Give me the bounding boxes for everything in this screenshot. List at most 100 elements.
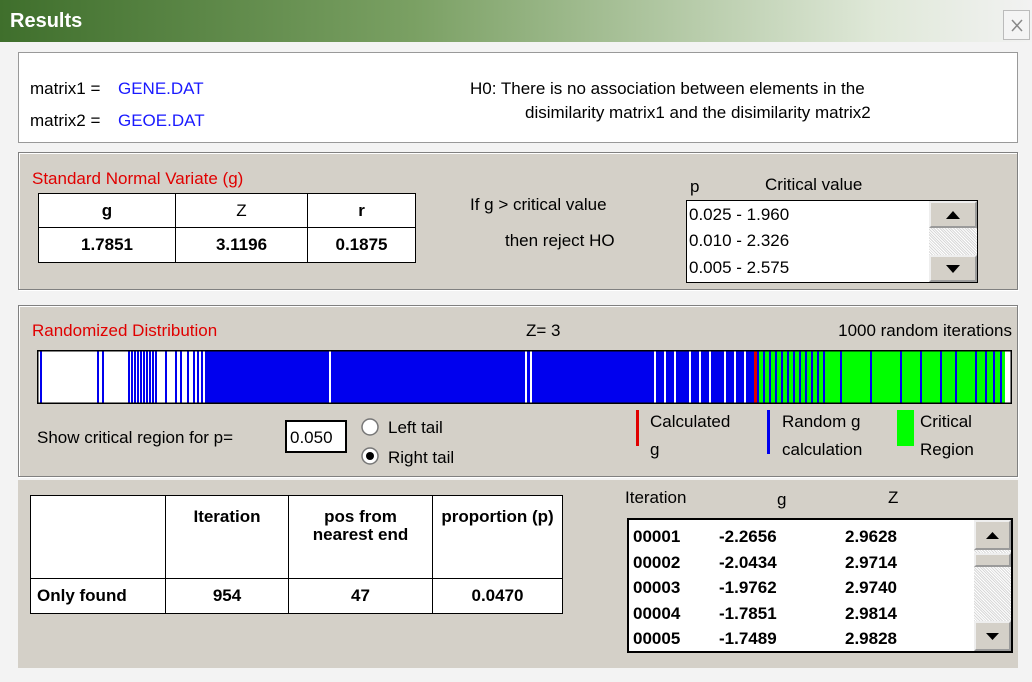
scroll-thumb[interactable]: [974, 553, 1011, 567]
scroll-down[interactable]: [974, 621, 1011, 651]
strip-part: [823, 350, 825, 404]
strip-part: [97, 350, 99, 404]
table-value: 47: [288, 578, 433, 614]
list-cell[interactable]: 00003: [633, 578, 681, 597]
radio-left-tail[interactable]: Left tail: [388, 418, 443, 437]
iterations-label: 1000 random iterations: [838, 321, 1012, 340]
list-cell[interactable]: 00001: [633, 527, 681, 546]
strip-part: [781, 350, 783, 404]
strip-part: [955, 350, 957, 404]
strip-part: [817, 350, 819, 404]
strip-part: [769, 350, 771, 404]
strip-part: [840, 350, 842, 404]
strip-part: [165, 350, 167, 404]
strip-part: [805, 350, 807, 404]
group-label: Randomized Distribution: [32, 321, 218, 340]
list-header: p: [690, 177, 700, 196]
strip-part: [40, 350, 42, 404]
list-cell[interactable]: 2.9714: [845, 552, 897, 572]
legend-blue: [767, 410, 770, 454]
strip-part: [920, 350, 922, 404]
strip-part: [140, 350, 142, 404]
strip-part: [763, 350, 765, 404]
strip-part: [197, 350, 199, 404]
strip-part: [699, 350, 701, 404]
strip-part: [134, 350, 136, 404]
strip-part: [155, 350, 157, 404]
list-cell[interactable]: 00004: [633, 603, 681, 623]
list-cell[interactable]: 2.9814: [845, 603, 897, 623]
scroll-up[interactable]: [974, 520, 1011, 550]
strip-part: [175, 350, 177, 404]
legend-text: calculation: [782, 440, 863, 459]
strip-part: [754, 350, 757, 404]
strip-part: [755, 350, 1005, 404]
p-input[interactable]: 0.050: [285, 420, 347, 453]
list-header: Critical value: [765, 175, 863, 194]
strip-part: [329, 350, 331, 404]
strip-part: [674, 350, 676, 404]
strip-part: [187, 350, 189, 404]
strip-part: [664, 350, 666, 404]
legend-text: Critical: [920, 412, 972, 431]
list-cell[interactable]: -1.7851: [719, 603, 777, 623]
hypothesis-line: H0: There is no association between elem…: [470, 79, 865, 98]
strip-part: [525, 350, 527, 404]
strip-part: [37, 350, 1012, 404]
z-label: Z= 3: [526, 321, 561, 340]
scroll-up[interactable]: [929, 201, 977, 228]
list-cell[interactable]: 00005: [633, 629, 681, 648]
strip-part: [146, 350, 148, 404]
list-cell[interactable]: -1.9762: [719, 578, 777, 597]
table-header: r: [307, 193, 416, 228]
strip-part: [787, 350, 789, 404]
table-value: 954: [165, 578, 289, 614]
matrix1-label: matrix1 =: [30, 79, 101, 98]
strip-part: [757, 350, 759, 404]
list-cell[interactable]: 2.9740: [845, 578, 897, 597]
info-panel: [18, 52, 1018, 143]
list-item[interactable]: 0.025 - 1.960: [689, 205, 790, 224]
table-header: Iteration: [165, 495, 289, 579]
table-header: g: [38, 193, 176, 228]
iteration-list[interactable]: 00001 -2.2656 2.9628 00002 -2.0434 2.9714 0000…: [627, 518, 1013, 653]
strip-part: [985, 350, 987, 404]
strip-part: [793, 350, 795, 404]
list-cell[interactable]: 00002: [633, 552, 681, 572]
table-value: 3.1196: [175, 227, 308, 263]
strip-part: [799, 350, 801, 404]
radio-right-tail[interactable]: Right tail: [388, 448, 455, 467]
group-label: Standard Normal Variate (g): [32, 169, 244, 188]
matrix2-file: GEOE.DAT: [118, 111, 205, 130]
list-cell[interactable]: 2.9828: [845, 629, 897, 648]
strip-part: [193, 350, 195, 404]
list-item[interactable]: 0.005 - 2.575: [689, 258, 790, 277]
hypothesis-line: disimilarity matrix1 and the disimilarit…: [525, 103, 871, 122]
scroll-down[interactable]: [929, 255, 977, 282]
table-header: pos from nearest end: [288, 495, 433, 579]
strip-part: [149, 350, 151, 404]
legend-red: [636, 410, 639, 446]
strip-part: [900, 350, 902, 404]
legend-text: Region: [920, 440, 974, 459]
strip-part: [744, 350, 746, 404]
list-cell[interactable]: -2.0434: [719, 552, 777, 572]
list-item[interactable]: 0.010 - 2.326: [689, 231, 790, 250]
strip-part: [530, 350, 532, 404]
strip-part: [1000, 350, 1002, 404]
list-header: Z: [888, 488, 899, 507]
strip-part: [724, 350, 726, 404]
list-cell[interactable]: -1.7489: [719, 629, 777, 648]
list-cell[interactable]: 2.9628: [845, 527, 897, 546]
table-header: proportion (p): [432, 495, 563, 579]
strip-part: [811, 350, 813, 404]
critical-prompt: Show critical region for p=: [37, 428, 234, 447]
legend-text: g: [650, 440, 660, 459]
strip-part: [102, 350, 104, 404]
list-cell[interactable]: -2.2656: [719, 527, 777, 546]
strip-part: [993, 350, 995, 404]
strip-part: [131, 350, 133, 404]
strip-part: [870, 350, 872, 404]
close-button[interactable]: [1003, 10, 1030, 40]
radio-icons: [361, 418, 379, 465]
